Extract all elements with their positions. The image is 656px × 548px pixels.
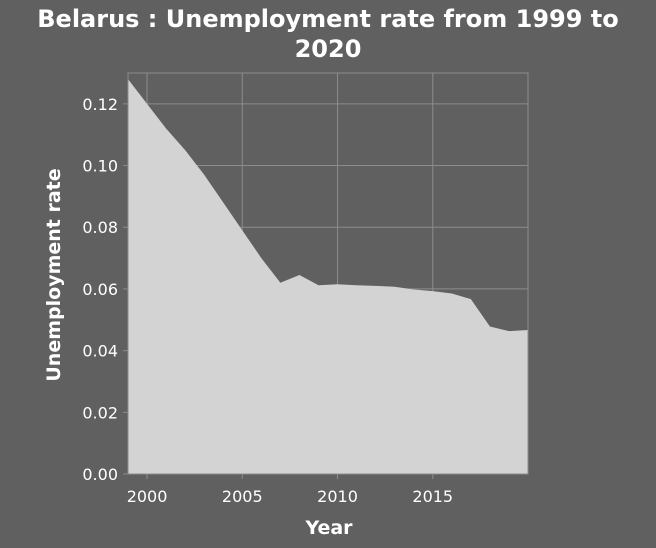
x-tick-label: 2010 [317,487,358,506]
plot-frame [127,72,529,475]
y-tick-label: 0.10 [82,157,118,176]
x-tick-label: 2000 [127,487,168,506]
x-tick-label: 2005 [222,487,263,506]
y-tick-label: 0.12 [82,95,118,114]
y-tick-label: 0.04 [82,342,118,361]
y-tick-label: 0.06 [82,280,118,299]
x-tick-labels: 2000 2005 2010 2015 [127,487,453,506]
x-tick-label: 2015 [412,487,453,506]
y-tick-label: 0.08 [82,218,118,237]
y-tick-label: 0.00 [82,465,118,484]
x-axis-title: Year [304,517,353,539]
unemployment-area [128,79,528,475]
chart-title-line-2: 2020 [294,35,362,63]
y-axis-title: Unemployment rate [43,168,65,381]
chart-title: Belarus : Unemployment rate from 1999 to… [0,4,656,64]
plot-border [127,72,529,475]
y-tick-label: 0.02 [82,403,118,422]
chart-title-line-1: Belarus : Unemployment rate from 1999 to [37,5,619,33]
y-tick-labels: 0.00 0.02 0.04 0.06 0.08 0.10 0.12 [82,95,118,484]
